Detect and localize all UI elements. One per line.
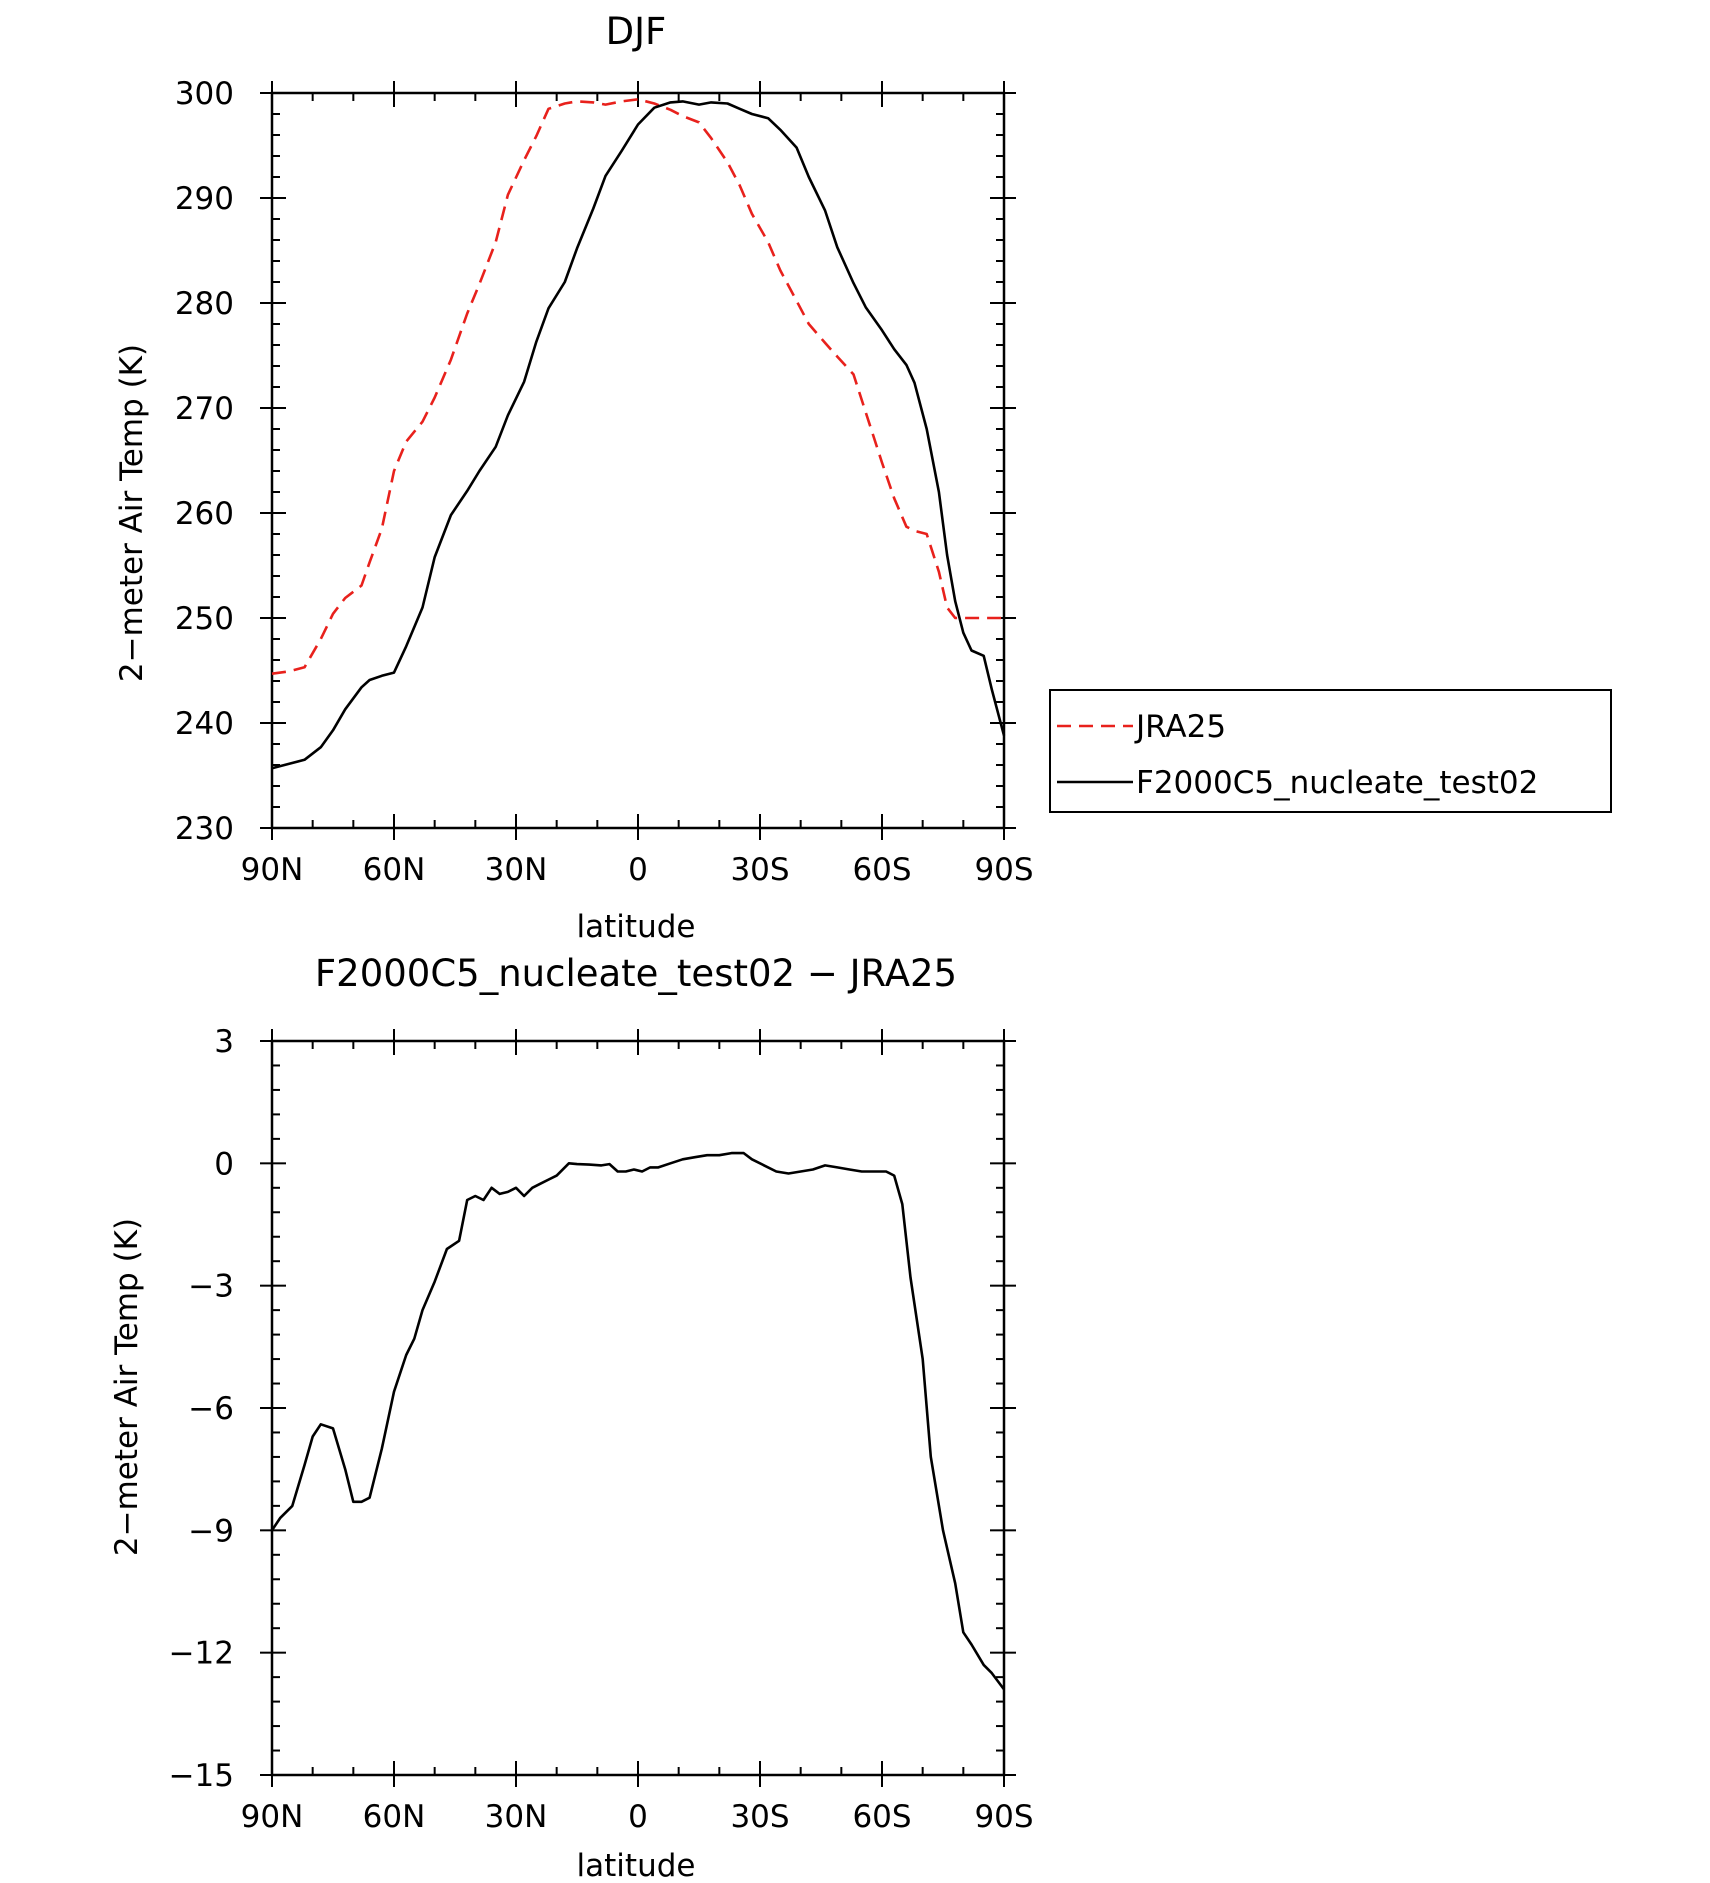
legend: JRA25 F2000C5_nucleate_test02 — [1049, 689, 1612, 813]
y-tick-label: 250 — [175, 601, 234, 637]
legend-label-model: F2000C5_nucleate_test02 — [1136, 765, 1538, 801]
y-tick-label: 240 — [175, 706, 234, 742]
y-tick-label: 270 — [175, 391, 234, 427]
y-tick-label: 230 — [175, 811, 234, 847]
x-tick-label: 0 — [628, 852, 648, 888]
x-tick-label: 30N — [485, 1799, 548, 1835]
y-tick-label: 300 — [175, 76, 234, 112]
plot-area: 90N 60N 30N 0 30S 60S 90S 230 240 250 260 270 280 290… — [175, 76, 1034, 888]
legend-label-jra25: JRA25 — [1134, 709, 1226, 745]
x-tick-label: 0 — [628, 1799, 648, 1835]
chart-title: F2000C5_nucleate_test02 − JRA25 — [315, 952, 957, 995]
y-tick-label: 0 — [214, 1146, 234, 1182]
legend-box — [1049, 689, 1612, 813]
y-tick-label: 280 — [175, 286, 234, 322]
y-axis-label: 2−meter Air Temp (K) — [114, 344, 150, 682]
x-tick-label: 30S — [730, 852, 789, 888]
chart-panel-top: DJF 90N 60N 30N 0 30S 60S 90S 230 240 250 260 270 28… — [114, 10, 1612, 945]
y-axis-label: 2−meter Air Temp (K) — [109, 1218, 145, 1556]
x-axis-label: latitude — [577, 909, 696, 945]
y-tick-label: −12 — [169, 1636, 234, 1672]
y-tick-label: −15 — [169, 1758, 234, 1794]
x-tick-label: 60S — [852, 1799, 911, 1835]
y-tick-label: 260 — [175, 496, 234, 532]
plot-area: 90N 60N 30N 0 30S 60S 90S −15 −12 −9 −6 −3 0 3 — [169, 1024, 1034, 1835]
x-axis-label: latitude — [577, 1848, 696, 1883]
series-line-difference — [270, 1151, 1006, 1691]
y-tick-label: −3 — [188, 1269, 234, 1305]
x-tick-label: 90S — [974, 1799, 1033, 1835]
x-tick-label: 60S — [852, 852, 911, 888]
chart-panel-bottom: F2000C5_nucleate_test02 − JRA25 90N 60N 30… — [109, 952, 1034, 1883]
y-tick-label: 290 — [175, 181, 234, 217]
x-tick-label: 90N — [241, 852, 304, 888]
y-tick-label: −6 — [188, 1391, 234, 1427]
x-tick-label: 60N — [363, 1799, 426, 1835]
chart-title: DJF — [606, 10, 667, 53]
x-tick-label: 60N — [363, 852, 426, 888]
x-tick-label: 90S — [974, 852, 1033, 888]
y-tick-label: 3 — [214, 1024, 234, 1060]
x-tick-label: 30S — [730, 1799, 789, 1835]
x-tick-label: 30N — [485, 852, 548, 888]
y-tick-label: −9 — [188, 1513, 234, 1549]
x-tick-label: 90N — [241, 1799, 304, 1835]
series-line-f2000c5-nucleate-test02 — [271, 100, 1006, 770]
